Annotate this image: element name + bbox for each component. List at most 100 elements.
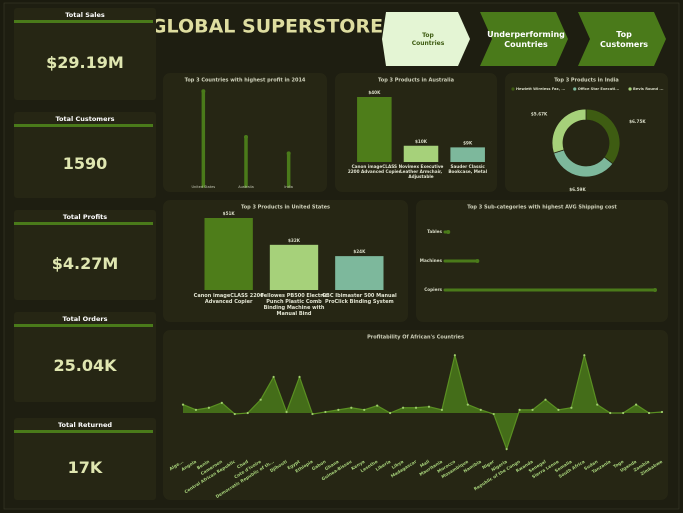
- x-tick-label: Canon imageCLASS 2200 Advanced Copier: [348, 164, 402, 174]
- legend-swatch: [573, 87, 577, 91]
- nav-button[interactable]: [578, 12, 666, 66]
- legend-label: Office Star Executi...: [578, 87, 620, 91]
- x-tick-label: Togo: [612, 459, 625, 470]
- bar: [335, 256, 384, 290]
- lollipop-head: [286, 151, 291, 156]
- text-line: Customers: [600, 40, 648, 49]
- point: [389, 411, 392, 415]
- text-line: Manual Bind: [277, 311, 312, 317]
- text-line: Sauder Classic: [450, 164, 485, 169]
- point: [272, 375, 275, 379]
- text-line: 2200 Advanced Copier: [348, 169, 402, 174]
- x-tick-label: GBC Ibimaster 500 Manual ProClick Binding…: [322, 293, 397, 305]
- kpi-label: Total Profits: [63, 213, 107, 221]
- text-line: Canon imageCLASS 2200: [194, 293, 264, 299]
- point: [427, 405, 431, 408]
- point: [479, 408, 482, 411]
- point: [557, 408, 560, 411]
- chart-title: Top 3 Sub-categories with highest AVG Sh…: [467, 205, 617, 211]
- text-line: Leather Armchair,: [400, 169, 443, 174]
- lollipop-head: [446, 230, 451, 234]
- point: [233, 412, 236, 416]
- x-tick-label: Australia: [238, 185, 253, 189]
- kpi-rule: [14, 124, 153, 127]
- kpi-card: [14, 8, 156, 100]
- point: [518, 408, 521, 411]
- point: [660, 410, 664, 414]
- value-label: $5.67K: [531, 112, 548, 117]
- point: [363, 408, 366, 411]
- x-tick-label: Mali: [419, 459, 431, 470]
- point: [181, 403, 185, 406]
- text-line: Top: [422, 32, 434, 39]
- y-tick-label: Tables: [427, 229, 442, 234]
- kpi-card: [14, 210, 156, 300]
- y-tick-label: Copiers: [424, 287, 442, 292]
- text-line: Bookcase, Metal: [448, 169, 487, 174]
- nav-button[interactable]: [382, 12, 470, 66]
- kpi-label: Total Returned: [58, 421, 112, 429]
- bar: [204, 218, 253, 290]
- kpi-value: $29.19M: [46, 53, 124, 72]
- point: [609, 411, 612, 415]
- text-line: ProClick Binding System: [325, 299, 394, 305]
- chart-title: Profitability Of African's Countries: [367, 335, 464, 341]
- point: [401, 406, 405, 409]
- nav-button[interactable]: [480, 12, 568, 66]
- point: [466, 403, 469, 406]
- kpi-label: Total Customers: [55, 115, 114, 123]
- x-tick-label: India: [284, 185, 293, 189]
- kpi-label: Total Sales: [65, 11, 105, 19]
- area: [183, 355, 662, 450]
- kpi-value: 1590: [63, 154, 108, 173]
- text-line: Fellowes PB500 Electric: [261, 293, 328, 299]
- dashboard-title: GLOBAL SUPERSTORE: [151, 16, 383, 38]
- point: [570, 406, 573, 409]
- kpi-card: [14, 312, 156, 402]
- legend-swatch: [511, 87, 515, 91]
- lollipop-head: [653, 288, 657, 292]
- point: [207, 406, 210, 409]
- kpi-value: $4.27M: [52, 254, 119, 273]
- value-label: $32K: [288, 238, 301, 243]
- point: [246, 411, 249, 415]
- bar: [450, 147, 485, 162]
- legend-label: Hewlett Wireless Fax, ...: [516, 87, 565, 91]
- point: [635, 403, 638, 406]
- point: [544, 398, 547, 401]
- point: [337, 408, 340, 411]
- value-label: $6.59K: [569, 187, 586, 192]
- text-line: Binding Machine with: [264, 305, 325, 311]
- kpi-rule: [14, 430, 153, 433]
- x-tick-label: United States: [191, 185, 215, 189]
- value-label: $9K: [463, 140, 473, 145]
- x-tick-label: Novimex Executive Leather Armchair, Adjust…: [399, 164, 444, 179]
- x-tick-label: Sauder Classic Bookcase, Metal: [448, 164, 487, 174]
- legend-swatch: [628, 87, 632, 91]
- text-line: GBC Ibimaster 500 Manual: [322, 293, 397, 299]
- pie-slice: [551, 108, 587, 154]
- point: [647, 411, 651, 415]
- point: [285, 410, 288, 414]
- chart-title: Top 3 Products in India: [554, 78, 619, 84]
- point: [220, 401, 223, 404]
- point: [492, 412, 495, 416]
- chart-panel: [163, 330, 668, 500]
- nav-label: Underperforming Countries: [487, 30, 565, 49]
- x-tick-label: Fellowes PB500 Electric Punch Plastic Com…: [261, 293, 328, 317]
- point: [505, 447, 508, 451]
- text-line: Punch Plastic Comb: [266, 299, 322, 305]
- lollipop-head: [475, 259, 480, 263]
- y-tick-label: Machines: [420, 258, 443, 263]
- bar: [403, 145, 439, 162]
- point: [414, 406, 418, 409]
- point: [531, 408, 534, 411]
- x-tick-label: Canon imageCLASS 2200 Advanced Copier: [194, 293, 264, 305]
- value-label: $6.75K: [629, 119, 646, 124]
- legend-label: Bevis Round ...: [633, 87, 663, 91]
- point: [596, 403, 599, 406]
- point: [583, 354, 586, 357]
- point: [324, 410, 327, 414]
- point: [622, 411, 625, 415]
- x-tick-label: Chad: [236, 459, 250, 471]
